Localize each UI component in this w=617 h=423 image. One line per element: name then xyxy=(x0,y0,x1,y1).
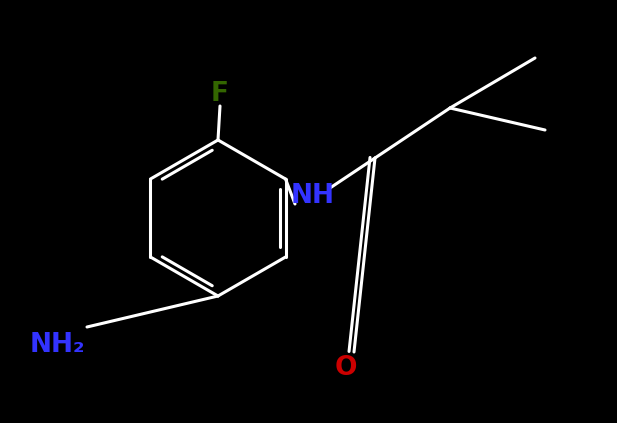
Text: NH₂: NH₂ xyxy=(29,332,85,358)
Text: O: O xyxy=(335,355,357,381)
Text: F: F xyxy=(211,81,229,107)
Text: NH: NH xyxy=(291,183,335,209)
